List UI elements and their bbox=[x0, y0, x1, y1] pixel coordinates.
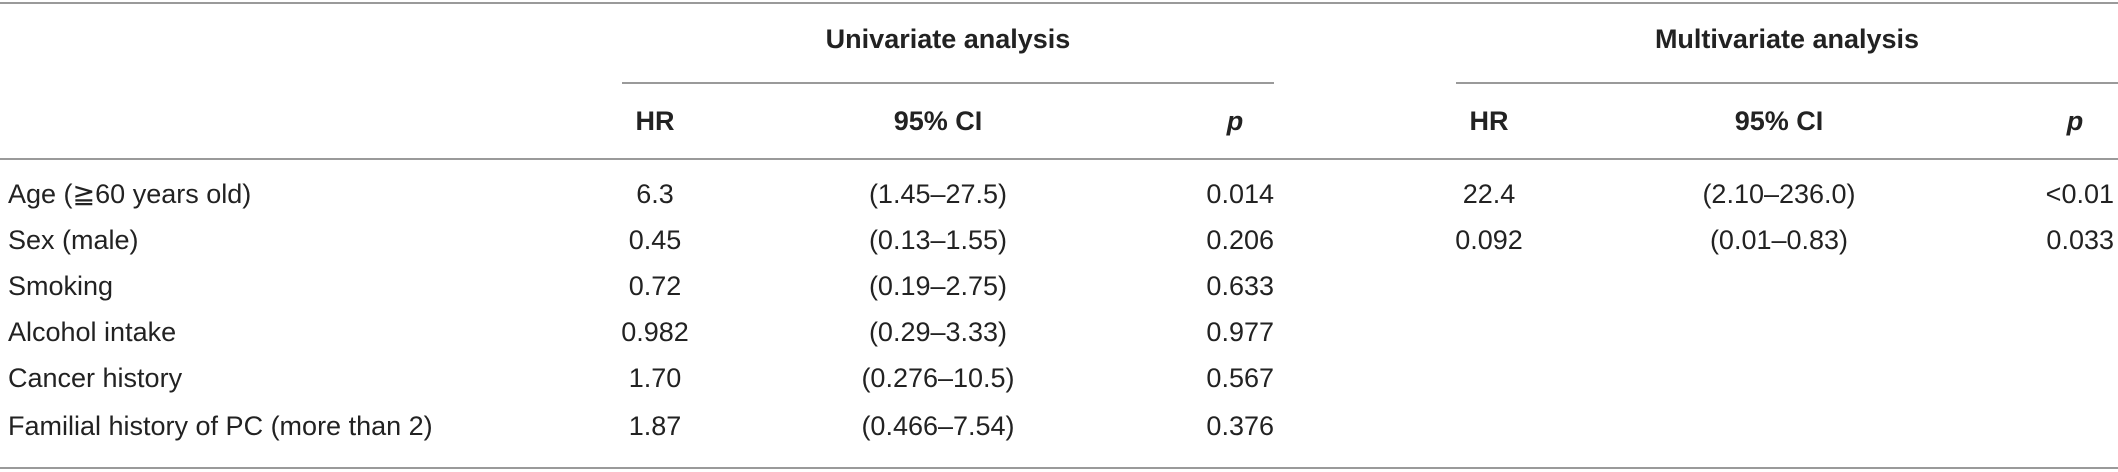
column-header-multi-p: p bbox=[2066, 106, 2084, 136]
column-header-multi-ci: 95% CI bbox=[1734, 106, 1824, 136]
top-rule bbox=[0, 2, 2118, 4]
row-label: Familial history of PC (more than 2) bbox=[8, 411, 433, 441]
uni-ci-cell: (0.19–2.75) bbox=[868, 271, 1008, 301]
univariate-group-header: Univariate analysis bbox=[825, 24, 1071, 54]
column-header-multi-hr: HR bbox=[1469, 106, 1509, 136]
uni-hr-cell: 0.72 bbox=[628, 271, 682, 301]
column-header-uni-ci: 95% CI bbox=[893, 106, 983, 136]
uni-p-cell: 0.633 bbox=[1206, 271, 1274, 301]
uni-hr-cell: 6.3 bbox=[636, 179, 674, 209]
multi-hr-cell: 22.4 bbox=[1462, 179, 1516, 209]
uni-p-cell: 0.567 bbox=[1206, 363, 1274, 393]
univariate-group-rule bbox=[622, 82, 1274, 84]
multivariate-group-header: Multivariate analysis bbox=[1654, 24, 1920, 54]
multi-ci-cell: (2.10–236.0) bbox=[1702, 179, 1856, 209]
column-header-uni-hr: HR bbox=[635, 106, 675, 136]
uni-ci-cell: (1.45–27.5) bbox=[868, 179, 1008, 209]
uni-hr-cell: 1.87 bbox=[628, 411, 682, 441]
uni-hr-cell: 0.45 bbox=[628, 225, 682, 255]
bottom-rule bbox=[0, 467, 2118, 469]
uni-ci-cell: (0.276–10.5) bbox=[861, 363, 1015, 393]
uni-ci-cell: (0.29–3.33) bbox=[868, 317, 1008, 347]
row-label: Cancer history bbox=[8, 363, 183, 393]
column-header-uni-p: p bbox=[1226, 106, 1244, 136]
multivariate-group-rule bbox=[1456, 82, 2118, 84]
row-label: Smoking bbox=[8, 271, 114, 301]
header-bottom-rule bbox=[0, 158, 2118, 160]
row-label: Sex (male) bbox=[8, 225, 139, 255]
uni-ci-cell: (0.13–1.55) bbox=[868, 225, 1008, 255]
uni-hr-cell: 1.70 bbox=[628, 363, 682, 393]
uni-ci-cell: (0.466–7.54) bbox=[861, 411, 1015, 441]
multi-ci-cell: (0.01–0.83) bbox=[1709, 225, 1849, 255]
uni-p-cell: 0.206 bbox=[1206, 225, 1274, 255]
multi-hr-cell: 0.092 bbox=[1455, 225, 1523, 255]
uni-hr-cell: 0.982 bbox=[621, 317, 689, 347]
uni-p-cell: 0.014 bbox=[1206, 179, 1274, 209]
multi-p-cell: 0.033 bbox=[2046, 225, 2114, 255]
uni-p-cell: 0.376 bbox=[1206, 411, 1274, 441]
uni-p-cell: 0.977 bbox=[1206, 317, 1274, 347]
multi-p-cell: <0.01 bbox=[2045, 179, 2114, 209]
row-label: Alcohol intake bbox=[8, 317, 177, 347]
row-label: Age (≧60 years old) bbox=[8, 179, 252, 209]
